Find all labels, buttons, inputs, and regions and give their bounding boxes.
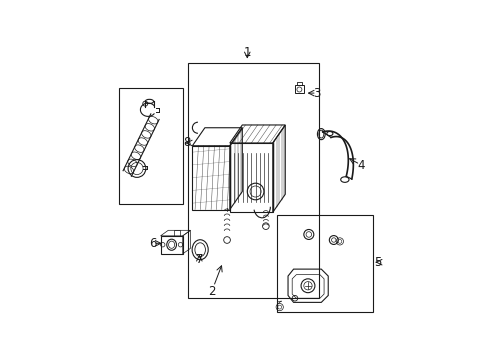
Bar xyxy=(294,85,303,93)
Bar xyxy=(188,63,318,298)
Text: 5: 5 xyxy=(374,256,381,269)
Bar xyxy=(119,87,183,204)
Bar xyxy=(174,230,180,236)
Bar xyxy=(192,146,229,210)
Text: 8: 8 xyxy=(183,136,190,149)
Text: 4: 4 xyxy=(357,159,365,172)
Text: 2: 2 xyxy=(207,285,215,298)
Bar xyxy=(160,236,183,254)
Bar xyxy=(229,143,272,212)
Text: 6: 6 xyxy=(149,237,157,250)
Text: 3: 3 xyxy=(313,87,320,100)
Bar xyxy=(276,215,372,312)
Text: 1: 1 xyxy=(243,46,250,59)
Text: 7: 7 xyxy=(195,253,203,266)
